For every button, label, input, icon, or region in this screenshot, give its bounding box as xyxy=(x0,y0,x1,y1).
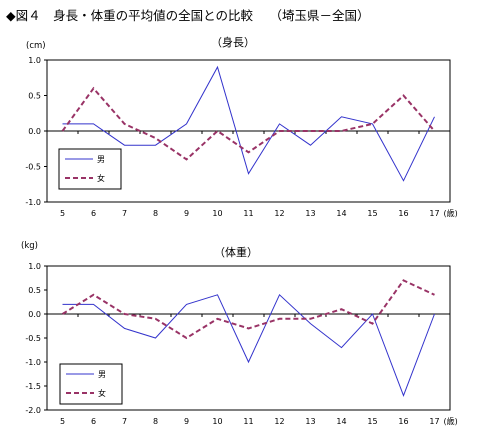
height-x-tick-label: 13 xyxy=(305,209,315,218)
weight-x-tick-label: 10 xyxy=(212,417,222,426)
height-x-tick-label: 15 xyxy=(367,209,377,218)
height-x-tick-label: 9 xyxy=(184,209,189,218)
weight-y-unit-label: (kg) xyxy=(21,241,38,251)
height-legend-box xyxy=(58,148,122,190)
weight-comparison-chart: （体重） (kg) 1.0 0.5 0.0 -0.5 -1.0 -1.5 -2.0 5 6 7 8 9 10… xyxy=(21,241,458,426)
height-y-tick-label: 0.0 xyxy=(28,127,41,136)
weight-legend-label: 女 xyxy=(98,388,106,398)
weight-y-tick-label: 0.0 xyxy=(28,310,41,319)
weight-x-tick-label: 6 xyxy=(91,417,96,426)
weight-x-tick-label: 13 xyxy=(305,417,315,426)
height-x-unit-label: (歳) xyxy=(444,208,458,218)
height-series-female-line xyxy=(61,86,436,161)
weight-y-tick-label: -1.0 xyxy=(25,358,41,367)
weight-x-tick-label: 16 xyxy=(398,417,408,426)
weight-x-tick-label: 5 xyxy=(60,417,65,426)
weight-x-tick-label: 9 xyxy=(184,417,189,426)
weight-x-unit-label: (歳) xyxy=(444,416,458,426)
height-x-tick-label: 5 xyxy=(60,209,65,218)
weight-x-tick-label: 14 xyxy=(336,417,346,426)
weight-y-tick-label: 1.0 xyxy=(28,262,41,271)
weight-legend-label: 男 xyxy=(98,370,106,379)
weight-x-tick-label: 15 xyxy=(367,417,377,426)
height-x-tick-label: 14 xyxy=(336,209,346,218)
weight-y-tick-label: 0.5 xyxy=(28,286,41,295)
height-x-tick-label: 10 xyxy=(212,209,222,218)
height-x-tick-label: 7 xyxy=(122,209,127,218)
weight-y-tick-label: -1.5 xyxy=(25,382,41,391)
figure-title: ◆図４ 身長・体重の平均値の全国との比較 （埼玉県－全国） xyxy=(6,8,370,23)
weight-y-tick-label: -2.0 xyxy=(25,406,41,415)
weight-y-tick-label: -0.5 xyxy=(25,334,41,343)
weight-x-tick-label: 8 xyxy=(153,417,158,426)
height-x-tick-label: 17 xyxy=(429,209,439,218)
weight-series-female-line xyxy=(61,279,435,340)
weight-series-male-line xyxy=(62,293,435,398)
weight-chart-title: （体重） xyxy=(214,245,258,259)
height-y-tick-label: -1.0 xyxy=(25,198,41,207)
height-y-tick-label: -0.5 xyxy=(25,163,41,172)
height-y-unit-label: (cm) xyxy=(26,41,46,51)
height-series-male-line xyxy=(62,65,435,182)
height-legend-label: 女 xyxy=(97,173,105,183)
weight-x-tick-label: 12 xyxy=(274,417,284,426)
height-x-tick-label: 16 xyxy=(398,209,408,218)
height-x-tick-label: 8 xyxy=(153,209,158,218)
weight-legend-box xyxy=(59,363,123,405)
height-x-tick-label: 6 xyxy=(91,209,96,218)
height-chart-title: （身長） xyxy=(211,35,255,49)
height-x-tick-label: 12 xyxy=(274,209,284,218)
height-comparison-chart: （身長） (cm) 1.0 0.5 0.0 -0.5 -1.0 5 6 7 8 9 10 11 12 13 14… xyxy=(25,35,458,218)
weight-x-tick-label: 17 xyxy=(429,417,439,426)
weight-x-tick-label: 7 xyxy=(122,417,127,426)
height-x-tick-label: 11 xyxy=(243,209,253,218)
height-y-tick-label: 0.5 xyxy=(28,92,41,101)
weight-x-tick-label: 11 xyxy=(243,417,253,426)
height-legend-label: 男 xyxy=(97,155,105,164)
height-y-tick-label: 1.0 xyxy=(28,56,41,65)
